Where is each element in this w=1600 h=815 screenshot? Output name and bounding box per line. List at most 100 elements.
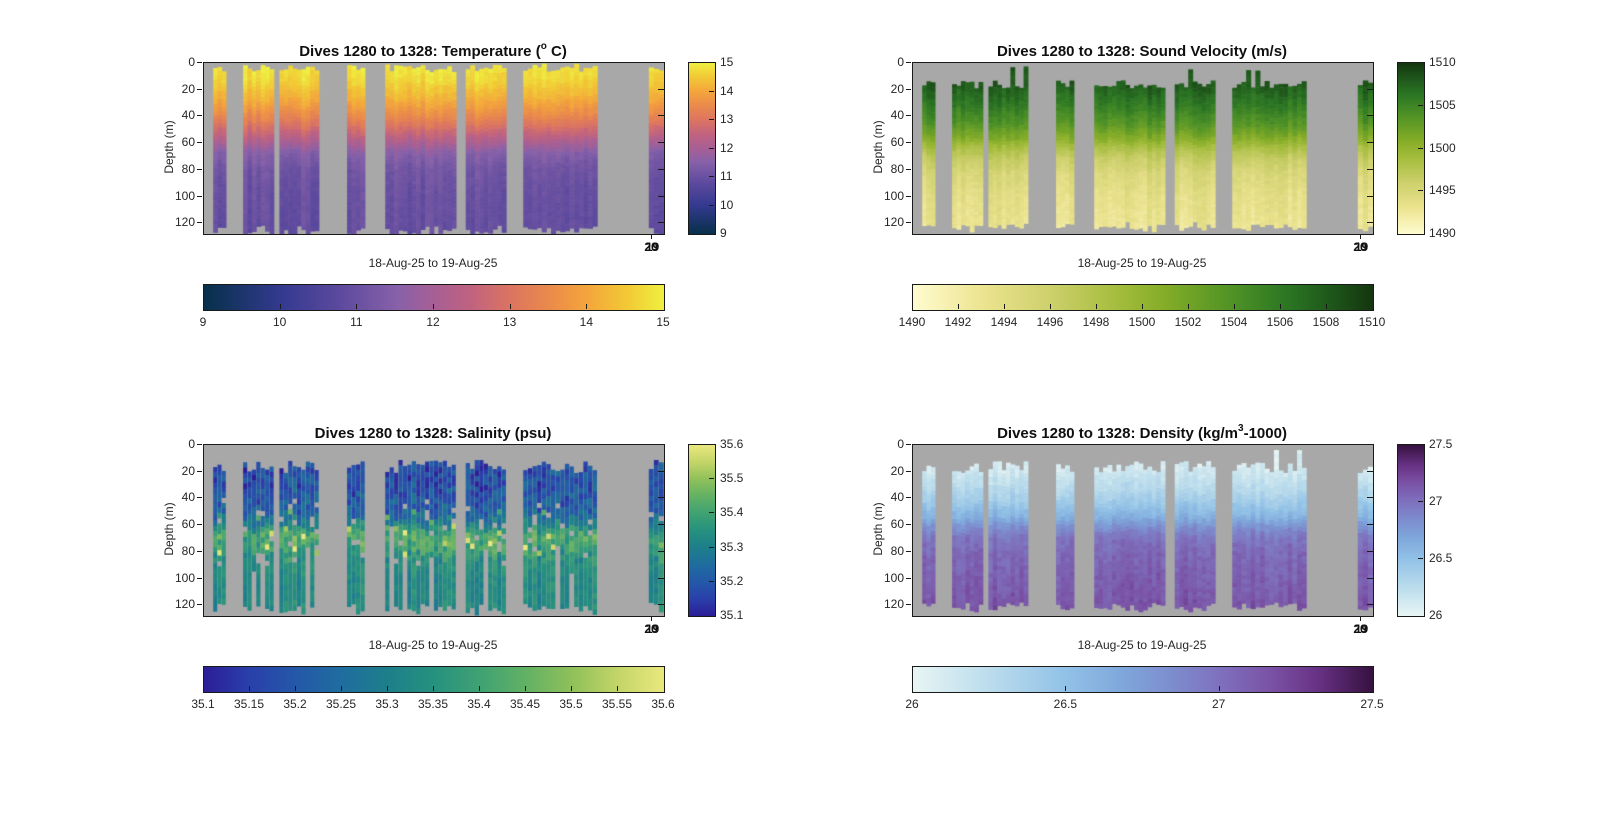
colorbar-tick-label: 35.4 bbox=[467, 697, 491, 711]
y-tick-label: 40 bbox=[890, 108, 904, 123]
title-text: Dives 1280 to 1328: Density (kg/m bbox=[997, 425, 1239, 442]
colorbar-tick-mark bbox=[709, 478, 714, 480]
colorbar-tick-label: 1504 bbox=[1220, 315, 1248, 329]
y-tick-label: 0 bbox=[897, 55, 904, 69]
heatmap-sound-velocity bbox=[912, 62, 1374, 235]
colorbar-tick-label: 35.55 bbox=[601, 697, 633, 711]
y-tick-label: 20 bbox=[890, 81, 904, 96]
colorbar-tick-label: 14 bbox=[579, 315, 594, 329]
y-tick-mark bbox=[906, 168, 911, 170]
y-tick-mark-right bbox=[658, 604, 664, 606]
title-text: Dives 1280 to 1328: Sound Velocity (m/s) bbox=[996, 43, 1288, 60]
colorbar-tick-mark bbox=[1418, 190, 1423, 192]
colorbar-tick-mark bbox=[586, 304, 588, 309]
colorbar-tick-label: 35.5 bbox=[559, 697, 583, 711]
colorbar-tick-label: 27.5 bbox=[1360, 697, 1384, 711]
y-tick-mark bbox=[906, 497, 911, 499]
colorbar-tick-label: 10 bbox=[720, 197, 734, 212]
y-tick-mark bbox=[197, 577, 202, 579]
y-tick-mark-right bbox=[1367, 62, 1373, 63]
y-tick-mark bbox=[906, 142, 911, 144]
colorbar-tick-mark bbox=[709, 90, 714, 92]
y-tick-mark bbox=[197, 604, 202, 606]
y-tick-mark-right bbox=[658, 444, 664, 445]
y-tick-mark bbox=[197, 142, 202, 144]
plot-title-salinity: Dives 1280 to 1328: Salinity (psu) bbox=[203, 424, 663, 442]
colorbar-tick-label: 1502 bbox=[1174, 315, 1202, 329]
colorbar-tick-label: 15 bbox=[720, 55, 734, 69]
y-tick-mark-right bbox=[1367, 142, 1373, 144]
x-end-tick-label: 20 bbox=[1353, 240, 1367, 254]
colorbar-tick-mark bbox=[709, 176, 714, 177]
colorbar-tick-label: 15 bbox=[656, 315, 670, 329]
title-text: Dives 1280 to 1328: Salinity (psu) bbox=[314, 425, 552, 442]
vertical-colorbar-sound-velocity bbox=[1397, 62, 1425, 235]
colorbar-tick-label: 35.35 bbox=[417, 697, 449, 711]
y-tick-mark bbox=[197, 444, 202, 445]
colorbar-tick-label: 11 bbox=[720, 169, 733, 183]
vertical-colorbar-salinity bbox=[688, 444, 716, 617]
colorbar-tick-label: 26.5 bbox=[1429, 551, 1453, 565]
x-end-tick-label: 20 bbox=[644, 240, 658, 254]
y-tick-mark bbox=[906, 577, 911, 579]
x-end-tick-label: 19 bbox=[645, 240, 660, 254]
colorbar-tick-mark bbox=[958, 304, 959, 309]
y-tick-mark bbox=[197, 497, 202, 499]
colorbar-tick-label: 1490 bbox=[898, 315, 926, 329]
colorbar-tick-mark bbox=[341, 686, 342, 691]
y-tick-mark-right bbox=[658, 577, 664, 579]
x-end-tick-label: 19 bbox=[1354, 622, 1369, 636]
colorbar-tick-label: 12 bbox=[720, 140, 734, 155]
y-tick-label: 80 bbox=[890, 543, 904, 558]
y-tick-mark bbox=[906, 524, 911, 526]
x-tick-mark bbox=[651, 617, 652, 621]
colorbar-tick-mark bbox=[433, 304, 434, 309]
colorbar-tick-mark bbox=[1234, 304, 1235, 309]
y-tick-mark-right bbox=[1367, 444, 1373, 445]
y-tick-label: 0 bbox=[897, 437, 904, 451]
plot-title-sound-velocity: Dives 1280 to 1328: Sound Velocity (m/s) bbox=[912, 42, 1372, 60]
y-tick-mark bbox=[197, 88, 202, 90]
y-tick-label: 120 bbox=[883, 597, 904, 612]
colorbar-tick-mark bbox=[356, 304, 358, 309]
y-tick-mark-right bbox=[1367, 470, 1373, 472]
y-tick-mark bbox=[197, 524, 202, 526]
colorbar-tick-mark bbox=[709, 147, 714, 149]
y-tick-mark bbox=[906, 62, 911, 63]
colorbar-tick-mark bbox=[1218, 686, 1220, 691]
colorbar-tick-label: 26 bbox=[905, 697, 919, 711]
heatmap-density bbox=[912, 444, 1374, 617]
colorbar-tick-label: 35.2 bbox=[283, 697, 307, 711]
y-tick-mark-right bbox=[1367, 604, 1373, 606]
y-tick-mark-right bbox=[1367, 168, 1373, 170]
y-tick-label: 80 bbox=[890, 161, 904, 176]
y-tick-mark bbox=[906, 470, 911, 472]
colorbar-tick-label: 13 bbox=[720, 112, 734, 126]
y-tick-mark-right bbox=[658, 115, 664, 117]
y-tick-label: 80 bbox=[181, 543, 195, 558]
x-end-tick-label: 20 bbox=[644, 622, 658, 636]
y-tick-label: 40 bbox=[181, 108, 195, 123]
y-tick-mark-right bbox=[658, 142, 664, 144]
colorbar-tick-mark bbox=[279, 304, 281, 309]
title-superscript: o bbox=[540, 41, 547, 52]
y-tick-mark-right bbox=[658, 497, 664, 499]
y-tick-mark-right bbox=[658, 524, 664, 526]
colorbar-tick-label: 35.1 bbox=[720, 608, 744, 622]
y-tick-label: 100 bbox=[174, 188, 195, 203]
y-tick-label: 100 bbox=[883, 188, 904, 203]
y-tick-mark-right bbox=[658, 168, 664, 170]
y-tick-label: 40 bbox=[181, 490, 195, 505]
y-tick-label: 120 bbox=[174, 215, 195, 230]
colorbar-tick-mark bbox=[709, 580, 714, 582]
y-tick-mark bbox=[197, 168, 202, 170]
y-tick-mark-right bbox=[1367, 550, 1373, 552]
y-tick-label: 120 bbox=[883, 215, 904, 230]
colorbar-tick-label: 35.15 bbox=[233, 697, 265, 711]
colorbar-tick-mark bbox=[1280, 304, 1281, 309]
plot-title-density: Dives 1280 to 1328: Density (kg/m3-1000) bbox=[912, 423, 1372, 442]
y-tick-label: 60 bbox=[890, 517, 904, 532]
title-text: -1000) bbox=[1243, 425, 1287, 442]
colorbar-tick-label: 35.25 bbox=[325, 697, 357, 711]
